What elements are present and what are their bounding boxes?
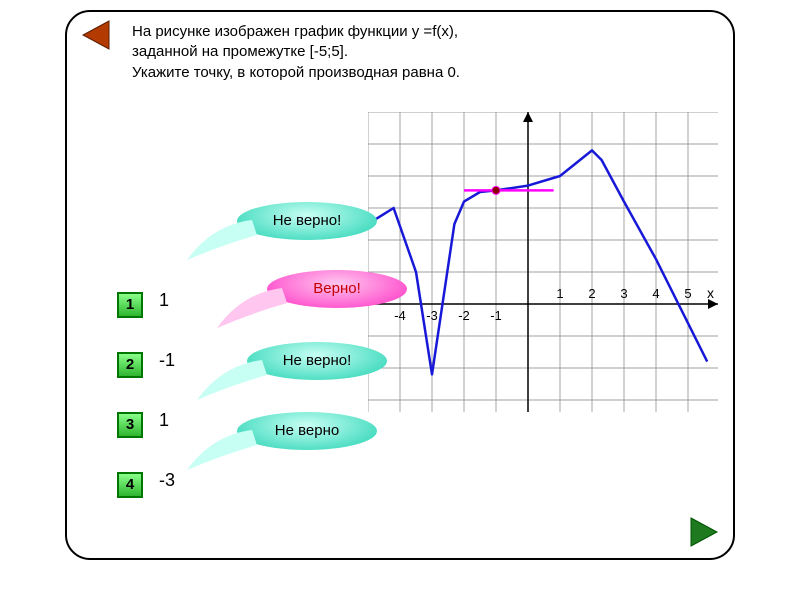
question-text: На рисунке изображен график функции y =f… bbox=[132, 22, 460, 83]
nav-back-button[interactable] bbox=[79, 17, 115, 53]
svg-text:-2: -2 bbox=[458, 308, 470, 323]
svg-text:5: 5 bbox=[684, 286, 691, 301]
svg-text:x: x bbox=[707, 285, 714, 301]
bubble-tail-icon bbox=[182, 420, 272, 475]
answer-button-3[interactable]: 3 bbox=[117, 412, 143, 438]
svg-text:3: 3 bbox=[620, 286, 627, 301]
bubble-tail-icon bbox=[182, 210, 272, 265]
answer-button-2[interactable]: 2 bbox=[117, 352, 143, 378]
feedback-bubble: Не верно bbox=[237, 412, 377, 450]
slide-card: На рисунке изображен график функции y =f… bbox=[65, 10, 735, 560]
svg-text:1: 1 bbox=[556, 286, 563, 301]
svg-text:4: 4 bbox=[652, 286, 659, 301]
feedback-bubble: Не верно! bbox=[237, 202, 377, 240]
answer-label: -3 bbox=[159, 470, 175, 491]
answer-button-4[interactable]: 4 bbox=[117, 472, 143, 498]
svg-text:-4: -4 bbox=[394, 308, 406, 323]
answer-button-1[interactable]: 1 bbox=[117, 292, 143, 318]
feedback-bubble: Верно! bbox=[267, 270, 407, 308]
question-line: Укажите точку, в которой производная рав… bbox=[132, 63, 460, 83]
question-line: заданной на промежутке [-5;5]. bbox=[132, 42, 460, 62]
svg-text:-3: -3 bbox=[426, 308, 438, 323]
bubble-tail-icon bbox=[192, 350, 282, 405]
answer-label: -1 bbox=[159, 350, 175, 371]
svg-text:-1: -1 bbox=[490, 308, 502, 323]
triangle-left-icon bbox=[79, 17, 115, 53]
question-line: На рисунке изображен график функции y =f… bbox=[132, 22, 460, 42]
function-chart: -4 -3 -2 -1 1 2 3 4 5 x bbox=[368, 112, 718, 412]
feedback-bubble: Не верно! bbox=[247, 342, 387, 380]
nav-forward-button[interactable] bbox=[685, 514, 721, 550]
answer-label: 1 bbox=[159, 410, 169, 431]
svg-text:2: 2 bbox=[588, 286, 595, 301]
triangle-right-icon bbox=[685, 514, 721, 550]
bubble-tail-icon bbox=[212, 278, 302, 333]
answer-label: 1 bbox=[159, 290, 169, 311]
